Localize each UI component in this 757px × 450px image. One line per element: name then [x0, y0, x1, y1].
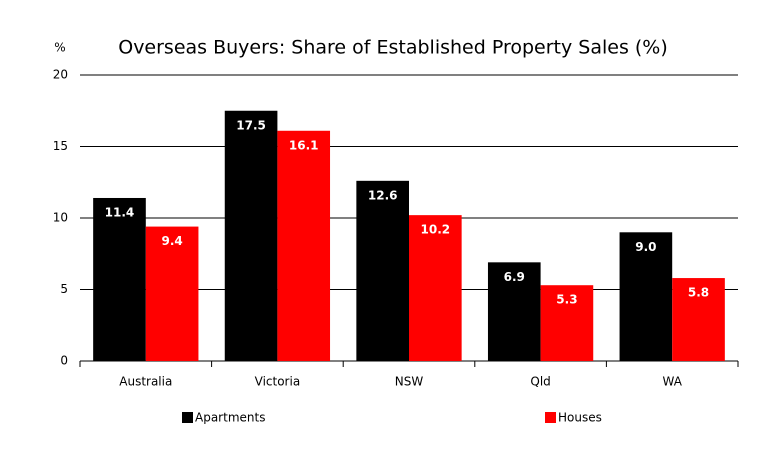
value-label: 6.9 [504, 270, 525, 284]
x-tick-label: WA [662, 375, 682, 389]
bar [224, 110, 278, 361]
bar [409, 215, 462, 361]
y-tick-label: 10 [53, 211, 68, 225]
legend-label: Houses [558, 411, 602, 425]
legend-swatch [545, 412, 556, 423]
value-label: 10.2 [421, 223, 451, 237]
x-tick-label: Victoria [255, 375, 301, 389]
value-label: 16.1 [289, 138, 319, 152]
bar [277, 130, 331, 361]
value-label: 12.6 [368, 188, 398, 202]
value-label: 17.5 [236, 118, 266, 132]
bar [93, 197, 146, 361]
value-label: 5.3 [556, 293, 577, 307]
y-tick-label: 5 [60, 282, 68, 296]
value-label: 11.4 [105, 205, 135, 219]
y-axis-label: % [54, 41, 65, 55]
legend-label: Apartments [195, 411, 265, 425]
y-tick-label: 0 [60, 354, 68, 368]
value-label: 9.4 [161, 234, 182, 248]
value-label: 5.8 [688, 286, 709, 300]
bar [145, 226, 199, 361]
x-tick-label: Qld [530, 375, 550, 389]
bar [356, 180, 409, 361]
legend-swatch [182, 412, 193, 423]
x-tick-label: Australia [119, 375, 172, 389]
chart-title: Overseas Buyers: Share of Established Pr… [118, 37, 668, 59]
y-tick-label: 15 [53, 139, 68, 153]
bar [540, 285, 594, 361]
value-label: 9.0 [635, 240, 656, 254]
bar [487, 262, 541, 361]
x-tick-label: NSW [395, 375, 424, 389]
y-tick-label: 20 [53, 68, 68, 82]
bar [672, 278, 725, 361]
bar [619, 232, 673, 361]
